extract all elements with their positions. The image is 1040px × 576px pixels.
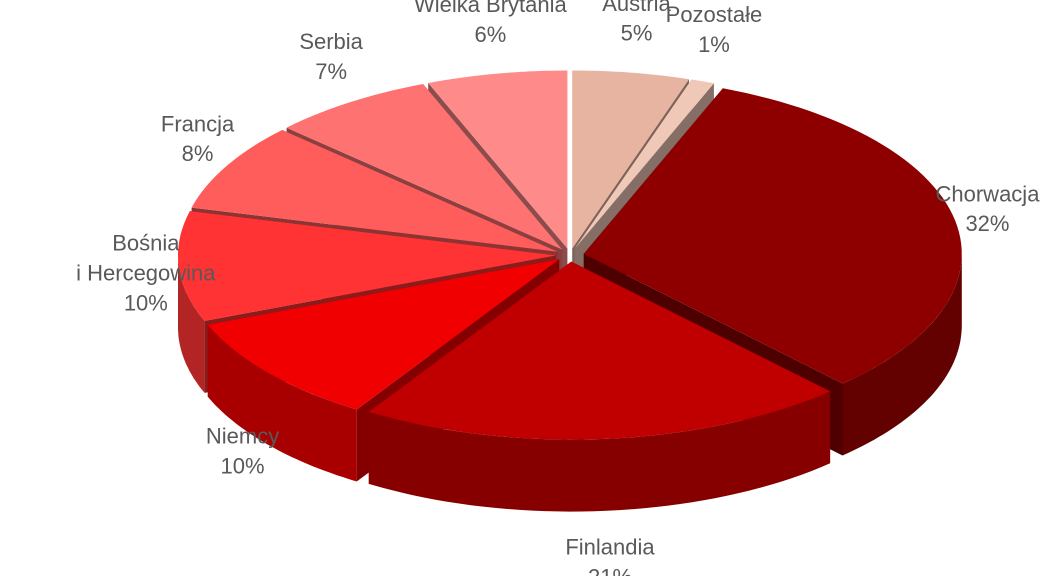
category-label: Pozostałe (666, 2, 763, 27)
value-label: 10% (221, 453, 265, 478)
category-label: Niemcy (206, 423, 279, 448)
value-label: 5% (621, 21, 653, 46)
category-label: Chorwacja (936, 181, 1040, 206)
slice (368, 261, 831, 512)
category-label-line: Bośnia (112, 230, 180, 255)
slice-top (574, 79, 714, 249)
category-label: Wielka Brytania (414, 0, 568, 17)
category-label-line: Serbia (299, 29, 363, 54)
category-label-line: Niemcy (206, 423, 279, 448)
slice-top (583, 88, 962, 384)
slice-top (428, 70, 568, 249)
slice-top (286, 84, 563, 250)
slice-top (368, 261, 831, 440)
slice-top (191, 130, 558, 252)
slice-side (178, 255, 205, 393)
category-label: Francja (161, 111, 235, 136)
category-label: Finlandia (565, 534, 655, 559)
value-label: 21% (588, 564, 632, 576)
category-label-line: i Hercegowina (76, 260, 216, 285)
category-label-line: Austria (602, 0, 671, 16)
category-label-line: Francja (161, 111, 235, 136)
value-label: 1% (698, 32, 730, 57)
value-label: 6% (474, 22, 506, 47)
value-label: 10% (124, 290, 168, 315)
slice-side (207, 324, 357, 482)
slice-top (178, 211, 556, 321)
value-label: 7% (315, 59, 347, 84)
value-label: 8% (182, 141, 214, 166)
slice-side (368, 391, 831, 512)
category-label: Bośnia i Hercegowina (76, 230, 216, 285)
slice-top (572, 70, 689, 249)
category-label-line: Chorwacja (936, 181, 1040, 206)
slice-top (207, 259, 560, 410)
category-label-line: Finlandia (565, 534, 655, 559)
category-label-line: Wielka Brytania (414, 0, 568, 17)
category-label-line: Pozostałe (666, 2, 763, 27)
slice-side (842, 253, 962, 456)
value-label: 32% (965, 211, 1009, 236)
category-label: Serbia (299, 29, 363, 54)
category-label: Austria (602, 0, 671, 16)
